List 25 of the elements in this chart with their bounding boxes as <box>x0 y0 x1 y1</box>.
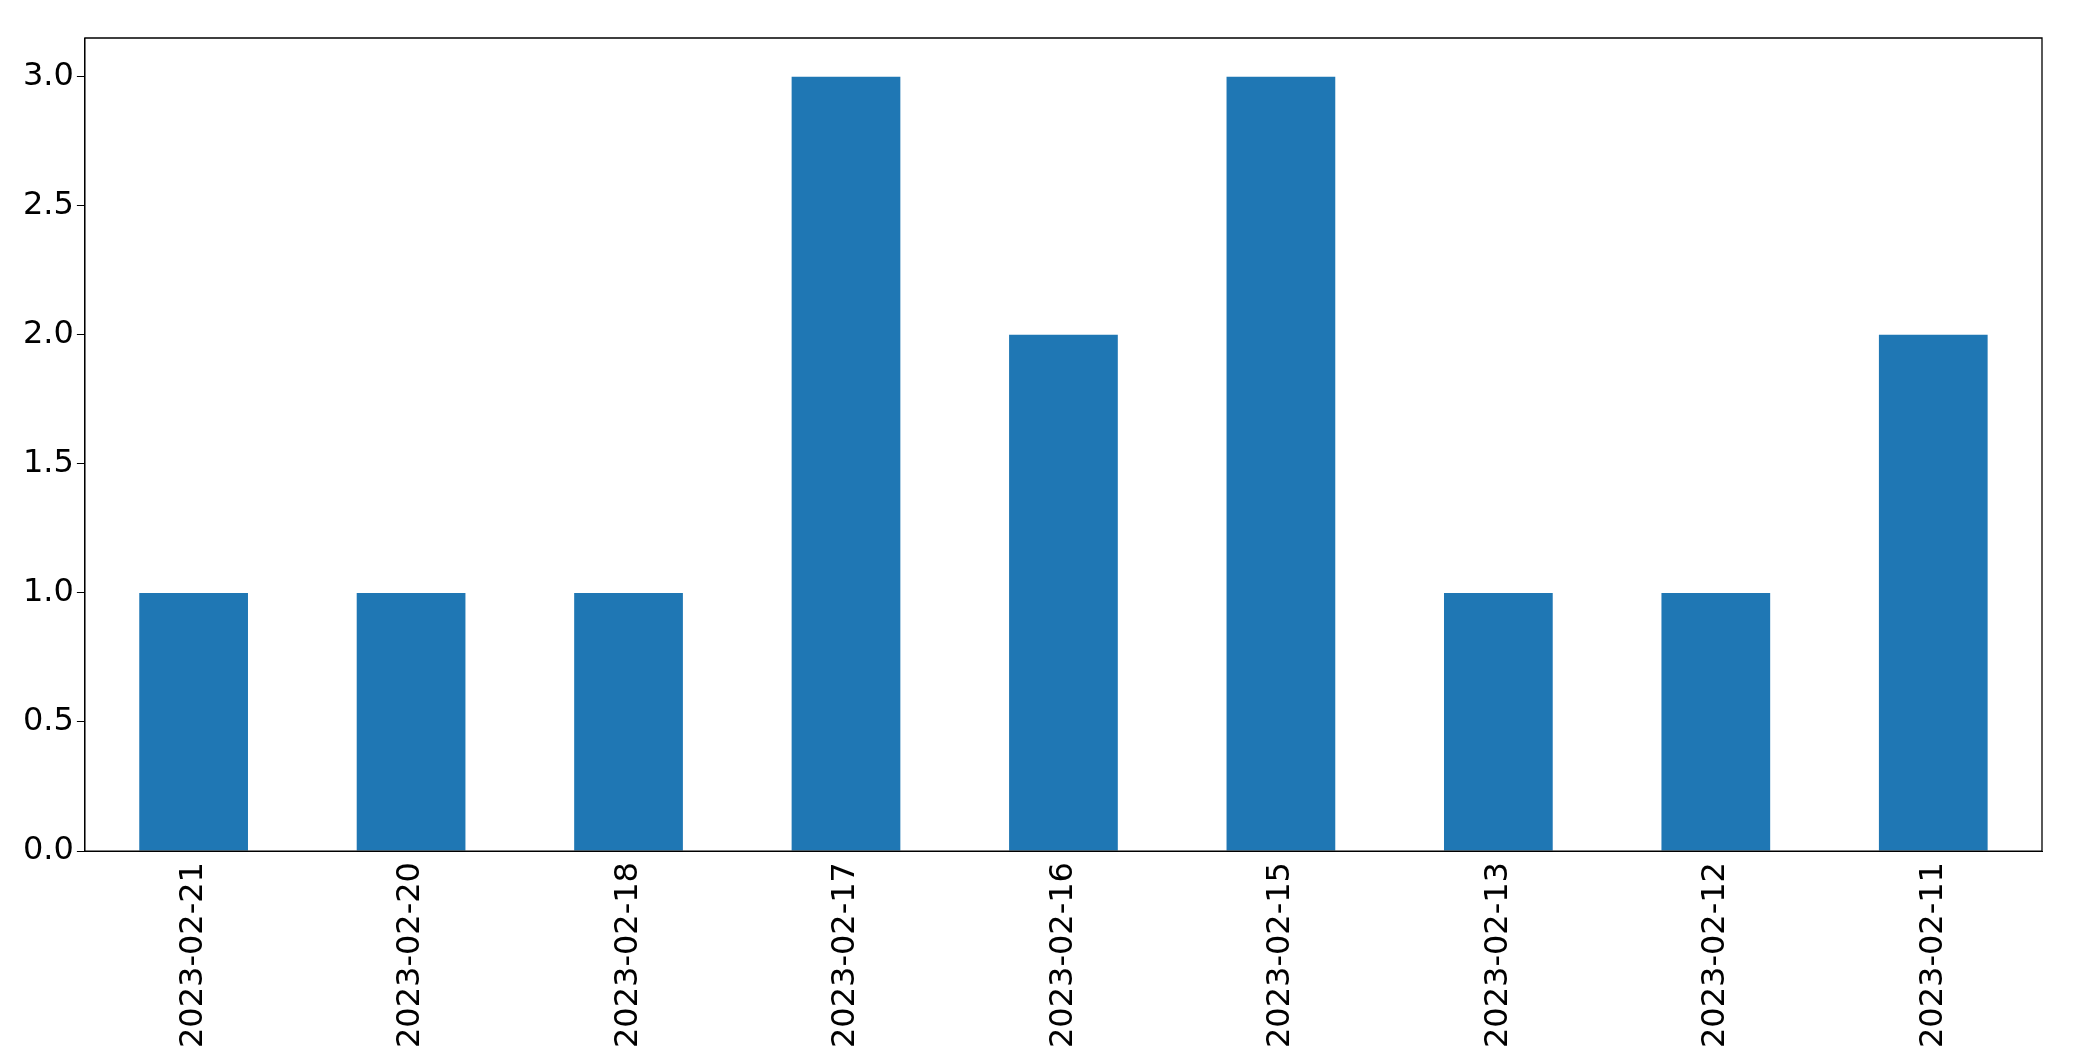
bar <box>1443 592 1553 851</box>
bar <box>791 76 901 851</box>
x-tick-label: 2023-02-20 <box>389 862 428 1048</box>
y-tick-label: 3.0 <box>23 55 74 94</box>
y-tick-label: 0.5 <box>23 700 74 739</box>
bar <box>1661 592 1771 851</box>
x-tick-label: 2023-02-16 <box>1041 862 1080 1048</box>
x-tick-label: 2023-02-11 <box>1911 862 1950 1048</box>
x-tick-label: 2023-02-17 <box>824 862 863 1048</box>
bar <box>356 592 466 851</box>
x-tick-label: 2023-02-15 <box>1259 862 1298 1048</box>
x-tick-label: 2023-02-13 <box>1476 862 1515 1048</box>
y-tick-label: 1.5 <box>23 442 74 481</box>
bar <box>139 592 248 851</box>
bar <box>1226 76 1336 851</box>
x-tick-label: 2023-02-18 <box>606 862 645 1048</box>
bar <box>574 592 683 851</box>
y-tick-label: 2.5 <box>23 184 74 223</box>
x-tick-label: 2023-02-12 <box>1694 862 1733 1048</box>
y-tick-label: 2.0 <box>23 313 74 352</box>
y-tick-label: 0.0 <box>23 829 74 868</box>
y-tick-label: 1.0 <box>23 571 74 610</box>
bar <box>1009 334 1118 851</box>
bar <box>1878 334 1988 851</box>
x-tick-label: 2023-02-21 <box>171 862 210 1048</box>
